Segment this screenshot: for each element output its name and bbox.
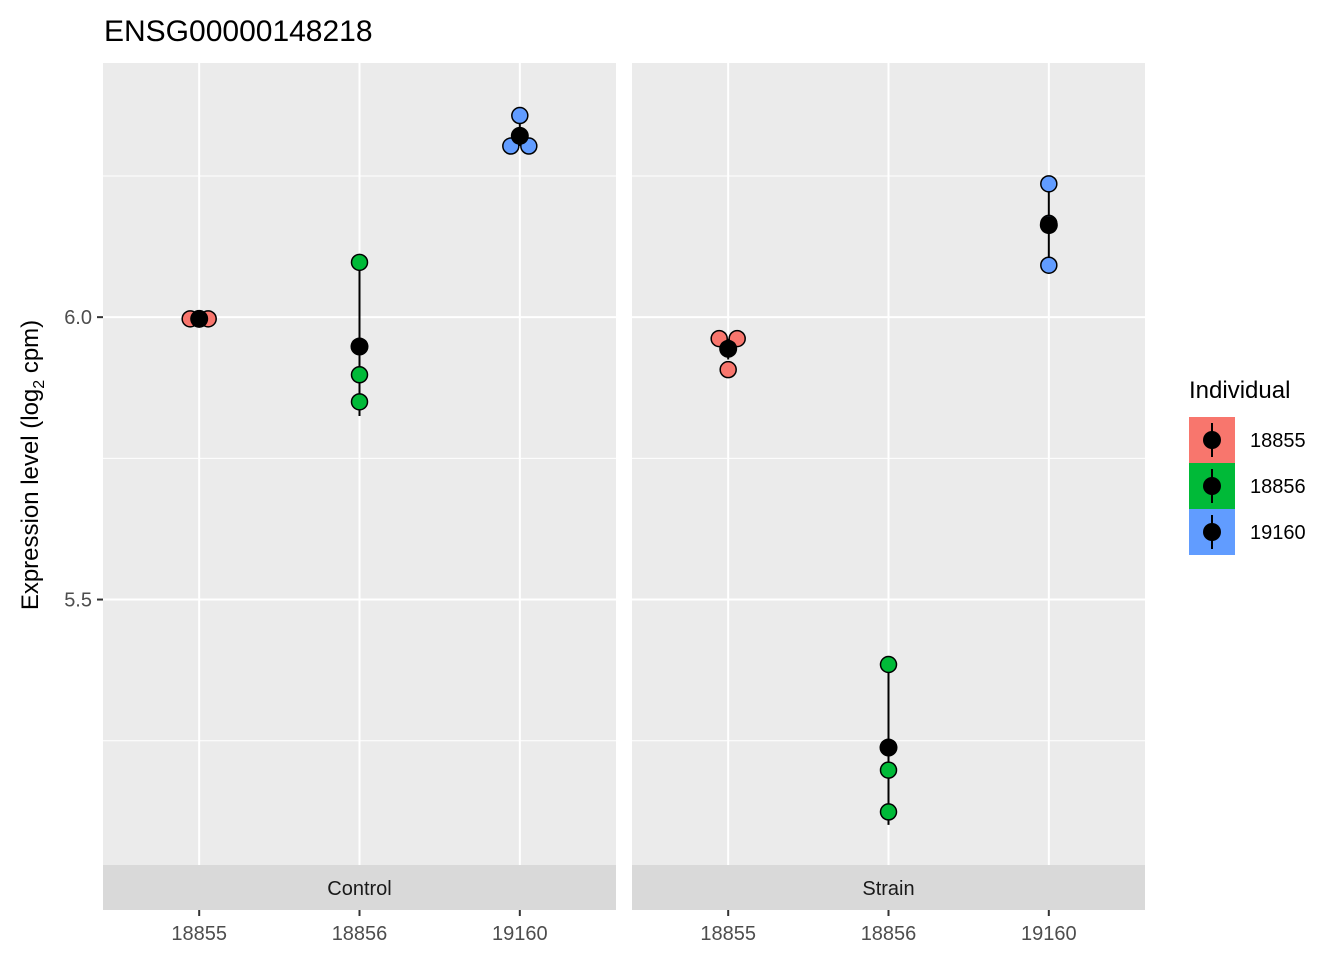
chart-title: ENSG00000148218 [104, 15, 373, 48]
data-point [879, 761, 898, 779]
facet-label: Strain [862, 878, 914, 900]
y-axis-label: Expression level (log2 cpm) [17, 320, 48, 610]
group-19160 [1039, 175, 1058, 274]
mean-point [510, 126, 529, 145]
facet-label: Control [327, 878, 391, 900]
legend-label: 18856 [1250, 476, 1306, 498]
facet-control: Control 18855 18856 19160 [103, 63, 616, 945]
x-tick-label: 18855 [700, 923, 756, 945]
legend-label: 19160 [1250, 522, 1306, 544]
x-tick-label: 18856 [861, 923, 917, 945]
data-point [350, 253, 369, 272]
facet-strip [632, 865, 1145, 910]
x-tick-label: 19160 [492, 923, 548, 945]
facet-strain: Strain 18855 18856 19160 [632, 63, 1145, 945]
data-point [350, 366, 369, 384]
legend: Individual 18855 18856 19160 [1189, 377, 1306, 555]
legend-label: 18855 [1250, 430, 1306, 452]
data-point [1040, 175, 1058, 193]
y-axis-label-subscript: 2 [31, 380, 48, 389]
data-point [1040, 256, 1058, 274]
mean-point [350, 337, 369, 356]
legend-title: Individual [1189, 377, 1290, 404]
legend-mean-point [1203, 477, 1221, 495]
group-18855 [710, 329, 746, 379]
data-point [879, 655, 898, 674]
x-tick-label: 18856 [332, 923, 388, 945]
legend-key-19160: 19160 [1189, 509, 1306, 555]
legend-key-18856: 18856 [1189, 463, 1306, 509]
legend-mean-point [1203, 431, 1221, 449]
mean-point [719, 339, 738, 358]
group-18856 [879, 655, 898, 825]
group-19160 [502, 106, 538, 155]
legend-mean-point [1203, 523, 1221, 541]
y-axis-label-main: Expression level (log [17, 389, 44, 610]
mean-point [190, 309, 209, 328]
facet-strip [103, 865, 616, 910]
y-tick-label: 5.5 [64, 590, 92, 612]
x-tick-label: 19160 [1021, 923, 1077, 945]
y-axis-label-tail: cpm) [17, 320, 44, 380]
mean-point [1039, 216, 1058, 235]
y-tick-label: 6.0 [64, 307, 92, 329]
x-tick-label: 18855 [171, 923, 227, 945]
data-point [879, 803, 898, 821]
legend-keys: 18855 18856 19160 [1189, 417, 1306, 555]
y-axis: 5.5 6.0 [64, 307, 103, 612]
group-18856 [350, 253, 369, 416]
data-point [719, 360, 737, 379]
group-18855 [181, 309, 217, 328]
legend-key-18855: 18855 [1189, 417, 1306, 463]
data-point [350, 393, 369, 411]
facet-panels: Control 18855 18856 19160 Strain 18855 18856 19… [64, 63, 1145, 945]
data-point [511, 106, 529, 125]
mean-point [879, 738, 898, 757]
